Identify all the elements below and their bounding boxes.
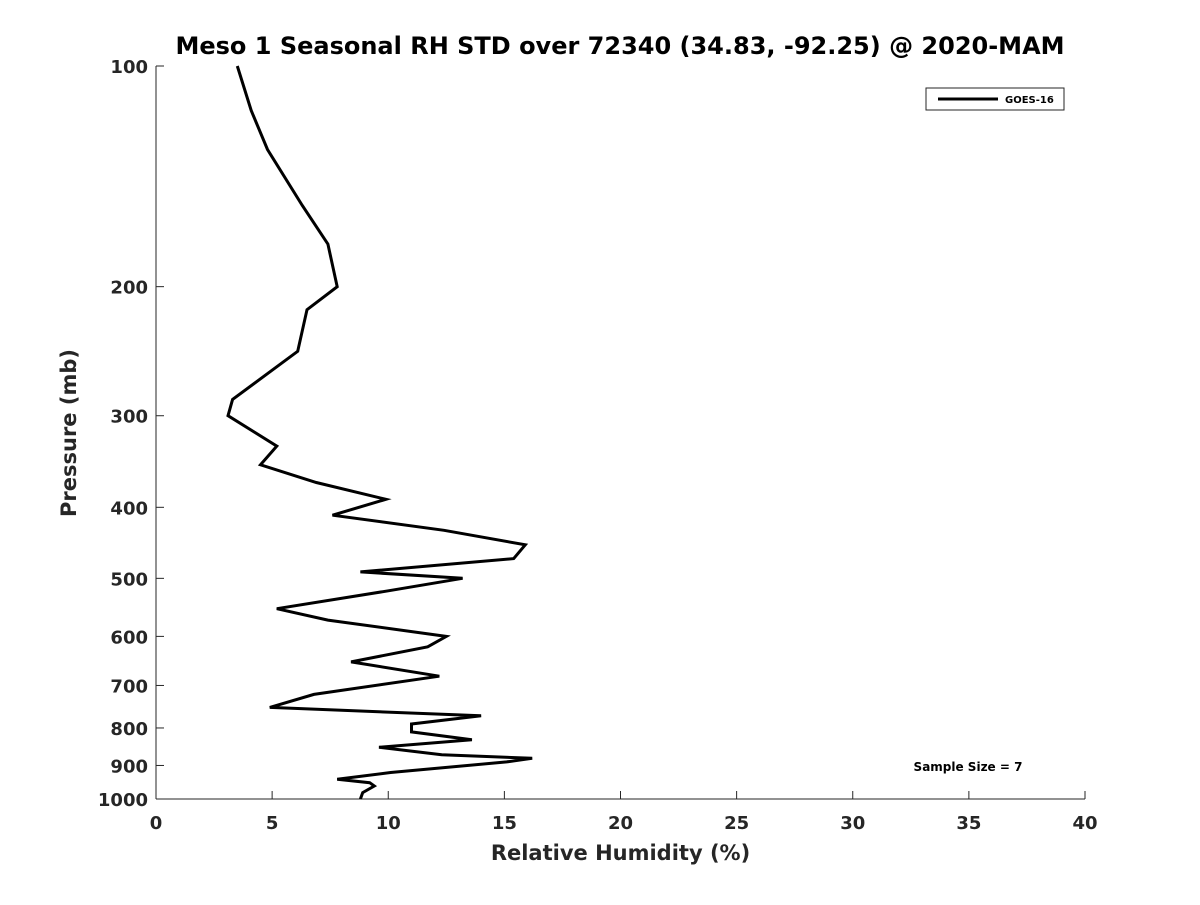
x-axis-label: Relative Humidity (%) (491, 841, 750, 865)
y-tick-label: 700 (110, 676, 148, 697)
y-tick-label: 800 (110, 719, 148, 740)
x-tick-label: 20 (608, 813, 633, 834)
y-tick-label: 1000 (98, 790, 148, 811)
y-tick-label: 900 (110, 756, 148, 777)
y-tick-label: 400 (110, 498, 148, 519)
x-tick-label: 5 (266, 813, 279, 834)
x-tick-label: 0 (150, 813, 163, 834)
y-tick-label: 100 (110, 57, 148, 78)
series-layer (226, 65, 533, 800)
y-axis-label: Pressure (mb) (57, 349, 81, 517)
x-tick-label: 30 (840, 813, 865, 834)
y-tick-label: 500 (110, 569, 148, 590)
y-tick-label: 300 (110, 407, 148, 428)
y-tick-label: 600 (110, 627, 148, 648)
legend-entry-goes-16: GOES-16 (1005, 95, 1054, 106)
x-tick-label: 10 (376, 813, 401, 834)
x-tick-label: 25 (724, 813, 749, 834)
legend: GOES-16 (925, 87, 1065, 111)
x-tick-label: 35 (956, 813, 981, 834)
series-line-goes-16 (226, 65, 533, 800)
x-tick-label: 15 (492, 813, 517, 834)
x-tick-label: 40 (1072, 813, 1097, 834)
axis-ticks: 0 5 10 15 20 25 30 35 40 100 200 300 400 500 600 700 800… (98, 57, 1098, 834)
y-tick-label: 200 (110, 278, 148, 299)
sample-size-annotation: Sample Size = 7 (914, 760, 1023, 774)
chart-title: Meso 1 Seasonal RH STD over 72340 (34.83… (175, 32, 1064, 60)
